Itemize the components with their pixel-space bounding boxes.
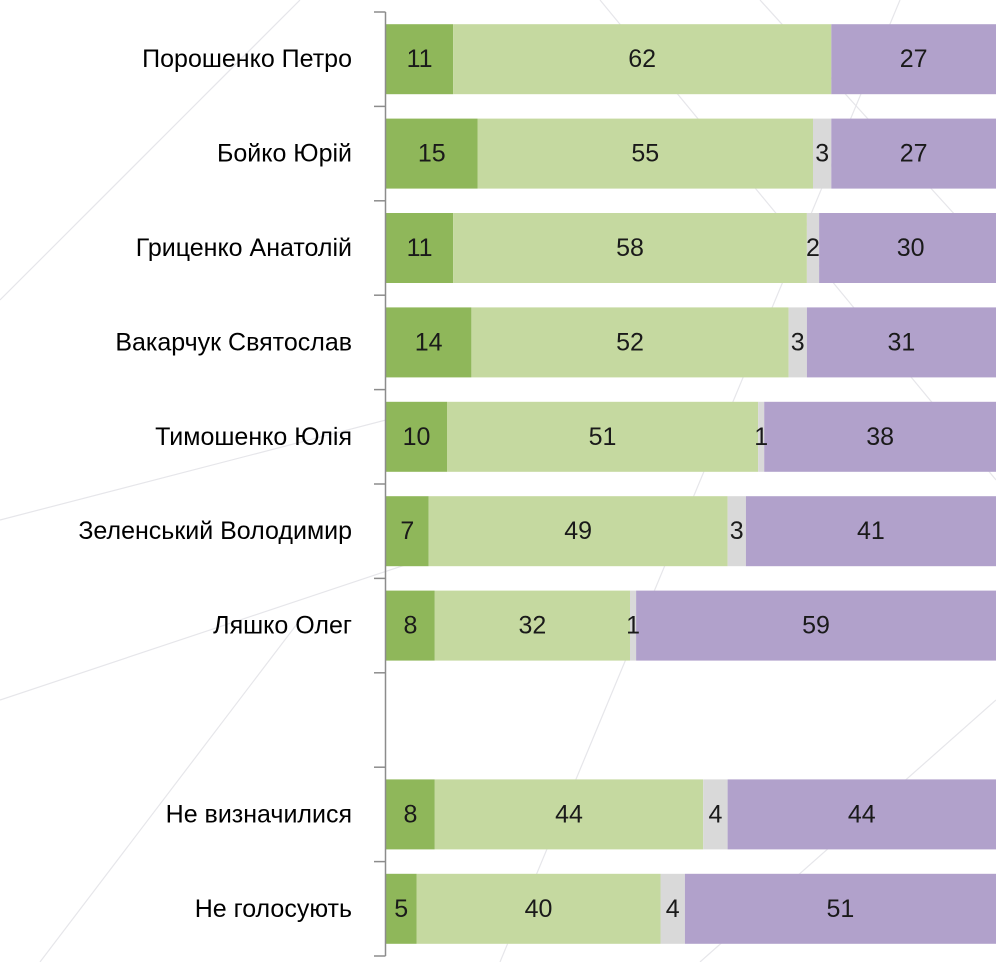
bar-segment (416, 873, 661, 944)
bar-segment (453, 213, 807, 283)
background-line (39, 619, 301, 962)
data-label: 1 (626, 612, 640, 640)
bar-segment (727, 496, 746, 567)
bar-segment (386, 590, 435, 661)
data-label: 44 (848, 800, 876, 828)
data-label: 32 (518, 612, 546, 640)
category-label: Вакарчук Святослав (115, 328, 352, 356)
data-label: 11 (407, 234, 433, 262)
data-label: 4 (708, 800, 722, 828)
data-label: 5 (394, 895, 408, 923)
background-line (0, 559, 421, 701)
data-label: 44 (555, 800, 583, 828)
bar-segment (630, 590, 637, 661)
data-label: 41 (857, 517, 885, 545)
bar-segment (386, 213, 454, 283)
data-label: 51 (589, 423, 617, 451)
bar-segment (386, 496, 429, 567)
category-label: Не голосують (195, 895, 352, 923)
bar-segment (727, 779, 996, 850)
category-label: Зеленський Володимир (78, 517, 352, 545)
data-label: 1 (754, 423, 768, 451)
bar-segment (447, 401, 759, 472)
data-label: 2 (806, 234, 820, 262)
data-label: 38 (866, 423, 894, 451)
data-label: 8 (403, 612, 417, 640)
bar-segment (636, 590, 996, 661)
bar-segment (764, 401, 996, 472)
background-line (0, 419, 387, 521)
bar-segment (434, 590, 630, 661)
category-label: Бойко Юрій (217, 140, 352, 168)
bar-segment (831, 24, 996, 95)
category-label: Ляшко Олег (213, 612, 352, 640)
bar-segment (471, 307, 789, 378)
bar-segment (660, 873, 685, 944)
data-label: 58 (616, 234, 644, 262)
data-label: 30 (897, 234, 925, 262)
bar-segment (434, 779, 704, 850)
bar-segment (788, 307, 807, 378)
data-label: 14 (415, 328, 443, 356)
data-label: 3 (815, 140, 829, 168)
bar-segment (758, 401, 765, 472)
data-label: 8 (403, 800, 417, 828)
bar-segment (806, 213, 820, 283)
bar-segment (386, 779, 435, 850)
bar-segment (386, 118, 478, 189)
data-label: 49 (564, 517, 592, 545)
data-label: 59 (802, 612, 830, 640)
category-label: Не визначилися (166, 800, 352, 828)
data-label: 4 (666, 895, 680, 923)
category-label: Порошенко Петро (142, 45, 352, 73)
bar-segment (386, 307, 472, 378)
data-label: 52 (616, 328, 644, 356)
bar-segment (813, 118, 832, 189)
data-label: 62 (628, 45, 656, 73)
data-label: 3 (791, 328, 805, 356)
data-label: 27 (900, 45, 928, 73)
bar-segment (477, 118, 813, 189)
data-label: 15 (418, 140, 446, 168)
bar-segment (386, 873, 417, 944)
bar-segment (428, 496, 728, 567)
bar-segment (386, 401, 447, 472)
bar-segment (806, 307, 996, 378)
background-line (0, 0, 301, 301)
bar-segment (745, 496, 996, 567)
bar-segment (831, 118, 996, 189)
data-label: 3 (730, 517, 744, 545)
bar-segment (453, 24, 832, 95)
bar-segment (386, 24, 454, 95)
data-label: 7 (400, 517, 414, 545)
bar-segment (703, 779, 728, 850)
data-label: 11 (407, 45, 433, 73)
bars-layer (386, 24, 996, 944)
data-label: 31 (888, 328, 916, 356)
data-label: 27 (900, 140, 928, 168)
bar-segment (819, 213, 996, 283)
category-label: Тимошенко Юлія (155, 423, 352, 451)
data-label: 10 (403, 423, 431, 451)
data-label: 51 (827, 895, 855, 923)
data-label: 40 (525, 895, 553, 923)
category-label: Гриценко Анатолій (136, 234, 352, 262)
category-axis (374, 11, 387, 957)
data-label: 55 (631, 140, 659, 168)
bar-segment (684, 873, 996, 944)
